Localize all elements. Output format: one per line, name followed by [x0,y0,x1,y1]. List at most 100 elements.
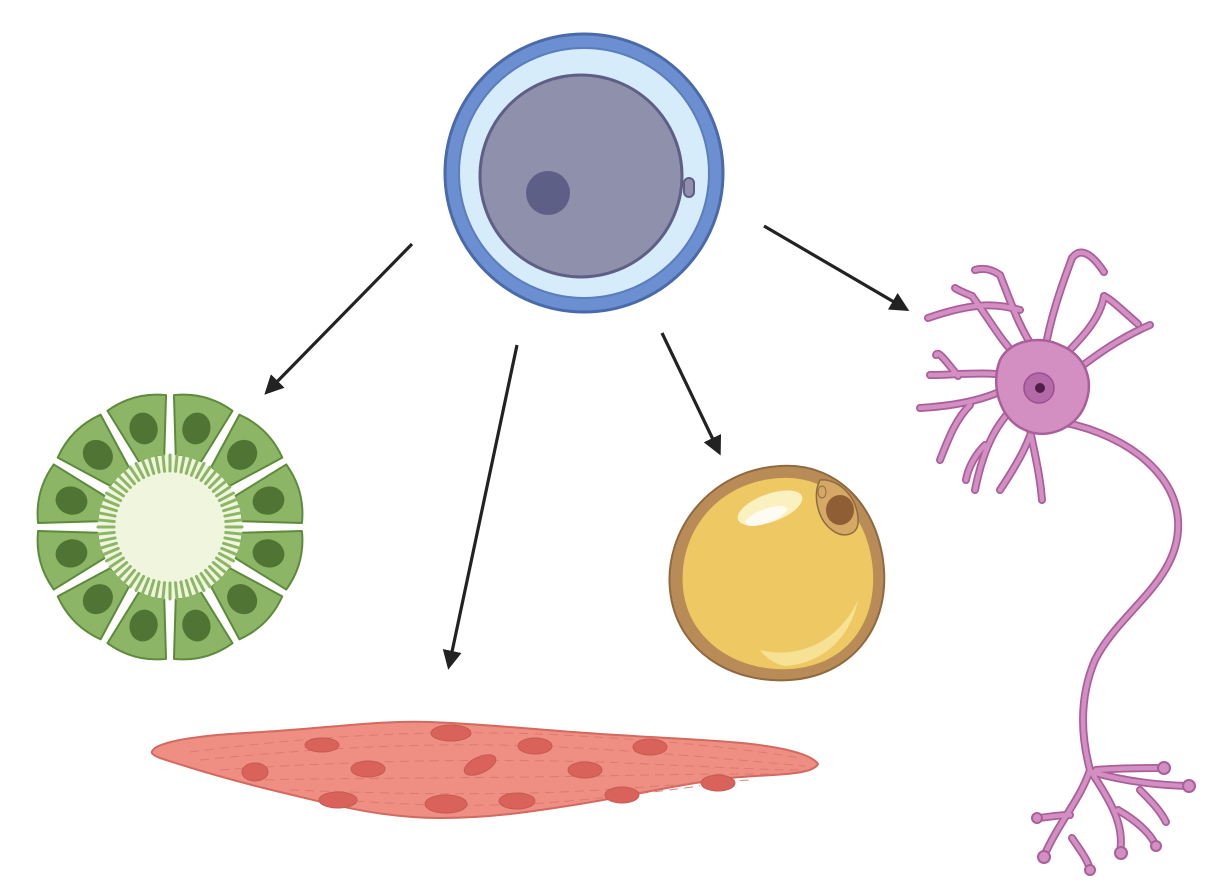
microvillus [117,474,132,489]
microvillus [105,491,123,503]
microvillus [184,579,193,598]
microvillus [222,504,241,513]
fat-cell [668,464,886,682]
muscle-nucleus [632,738,668,756]
microvillus [223,536,243,543]
microvillus [122,469,136,486]
microvillus [179,580,186,600]
microvillus [220,546,239,557]
muscle-nucleus [424,794,468,814]
fat-cell-nucleus [826,495,854,525]
microvillus [179,454,186,474]
epithelial-nucleus [82,584,113,615]
microvillus [217,491,235,503]
microvillus [208,565,223,580]
microvillus [97,536,117,543]
microvillus [147,579,156,598]
microvillus [161,453,167,473]
microvillus [173,453,179,473]
microvillus [101,546,120,557]
microvillus [199,572,212,589]
neuron [916,248,1196,876]
muscle-nucleus [304,737,340,753]
microvillus [217,551,235,563]
microvillus [204,469,218,486]
microvillus [117,565,132,580]
microvillus [211,479,228,493]
epithelial-nucleus [55,486,88,515]
microvillus [128,572,141,589]
microvillus [215,485,232,498]
microvillus [194,574,206,592]
microvillus [108,485,125,498]
epithelial-nucleus [129,609,158,642]
microvillus [161,581,167,601]
epithelial-nucleus [182,609,211,642]
muscle-nucleus [463,754,497,776]
microvillus [222,541,241,550]
microvillus [220,497,239,508]
microvillus [173,581,179,601]
microvillus [122,568,136,585]
arrows [264,224,910,670]
microvillus [108,556,125,569]
microvillus [204,568,218,585]
muscle-nucleus [517,737,553,755]
stem-cell [443,32,725,314]
muscle-nucleus [241,762,269,782]
microvillus [189,577,200,596]
microvillus [208,474,223,489]
microvillus [97,511,117,518]
microvillus [134,462,146,480]
microvillus [96,518,116,524]
microvillus [211,561,228,575]
epithelial-nucleus [252,539,285,568]
microvillus [99,541,118,550]
arrow-to-fat-cell [660,332,722,456]
muscle-nucleus [498,792,536,810]
microvillus [224,530,244,536]
microvillus [215,556,232,569]
arrow-to-epithelial-cells [264,242,414,395]
microvillus [184,456,193,475]
muscle-nucleus [604,786,640,804]
arrow-to-neuron [763,224,910,311]
microvillus [223,511,243,518]
microvillus [154,454,161,474]
epithelial-nucleus [252,486,285,515]
microvillus [112,561,129,575]
epithelial-nucleus [227,584,258,615]
microvillus [105,551,123,563]
epithelial-nucleus [82,439,113,470]
microvillus [101,497,120,508]
epithelial-lumen-center [116,473,224,581]
microvillus [128,465,141,482]
smooth-muscle-cell [150,720,820,820]
microvillus [134,574,146,592]
muscle-nucleus [350,760,386,778]
epithelial-nucleus [129,412,158,445]
microvillus [224,518,244,524]
epithelial-nucleus [55,539,88,568]
arrow-to-smooth-muscle-cell [442,344,519,670]
microvillus [194,462,206,480]
microvillus [140,458,151,477]
microvillus [189,458,200,477]
epithelial-nucleus [182,412,211,445]
microvillus [112,479,129,493]
epithelial-cells [36,393,304,661]
microvillus [154,580,161,600]
microvillus [99,504,118,513]
stem-cell-nucleus [526,171,570,215]
muscle-nucleus [567,761,603,779]
microvillus [147,456,156,475]
muscle-nucleus [318,791,358,809]
epithelial-nucleus [227,439,258,470]
microvillus [140,577,151,596]
microvillus [96,530,116,536]
microvillus [199,465,212,482]
muscle-nucleus [430,724,472,742]
muscle-nucleus [700,774,736,792]
